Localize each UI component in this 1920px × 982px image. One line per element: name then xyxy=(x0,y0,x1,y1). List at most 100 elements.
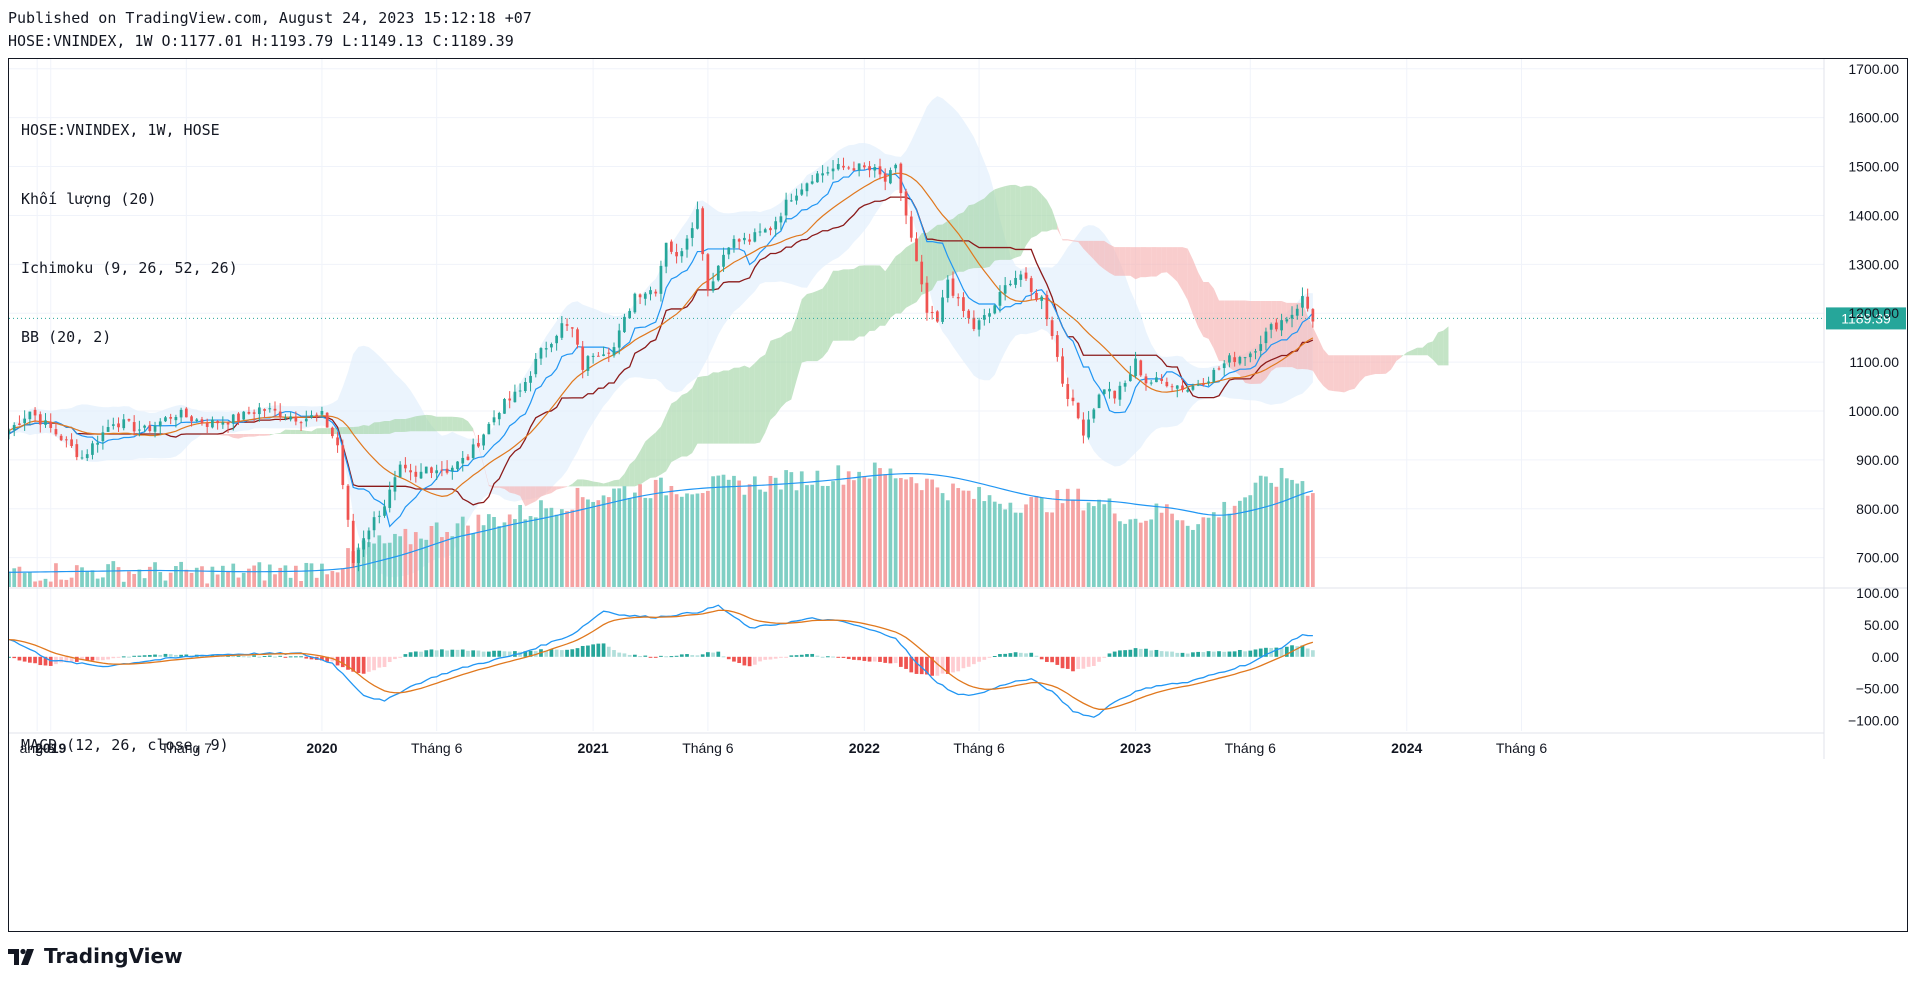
volume-bar xyxy=(283,565,288,587)
cloud-segment xyxy=(1026,185,1032,246)
volume-bar xyxy=(1107,498,1112,587)
volume-bar xyxy=(779,489,783,587)
macd-hist-bar xyxy=(293,656,298,658)
cloud-segment xyxy=(1187,248,1193,315)
volume-bar xyxy=(1164,504,1169,587)
volume-bar xyxy=(559,509,564,587)
cloud-segment xyxy=(843,269,849,341)
cloud-segment xyxy=(765,340,771,433)
cloud-segment xyxy=(1443,326,1449,366)
volume-bar xyxy=(627,498,632,587)
candle-body xyxy=(96,442,100,445)
candle-body xyxy=(1102,389,1106,395)
volume-bar xyxy=(247,568,251,587)
time-tick-label: 2021 xyxy=(578,740,609,756)
macd-hist-bar xyxy=(758,656,762,662)
candle-body xyxy=(304,418,308,422)
candle-body xyxy=(774,221,778,230)
cloud-segment xyxy=(316,428,322,435)
cloud-segment xyxy=(932,224,938,291)
candle-body xyxy=(565,324,569,326)
volume-bar xyxy=(1102,504,1107,587)
legend-bb[interactable]: BB (20, 2) xyxy=(21,328,112,346)
macd-hist-bar xyxy=(59,656,64,663)
volume-bar xyxy=(898,477,903,587)
volume-bar xyxy=(293,565,298,587)
volume-bar xyxy=(367,542,371,587)
macd-hist-bar xyxy=(930,656,935,676)
macd-hist-bar xyxy=(95,656,100,661)
macd-legend[interactable]: MACD (12, 26, close, 9) xyxy=(21,736,229,754)
cloud-segment xyxy=(1245,300,1251,384)
macd-hist-bar xyxy=(476,650,481,657)
candle-body xyxy=(1181,385,1184,390)
macd-hist-bar xyxy=(1024,653,1028,657)
macd-hist-bar xyxy=(763,656,768,660)
candle-body xyxy=(617,330,621,348)
candle-body xyxy=(388,489,392,508)
volume-bar xyxy=(163,580,168,587)
candle-body xyxy=(1285,319,1289,322)
cloud-segment xyxy=(822,281,828,358)
volume-bar xyxy=(1123,523,1127,587)
volume-bar xyxy=(481,525,486,587)
macd-hist-bar xyxy=(852,656,856,660)
candle-body xyxy=(711,281,715,291)
legend-ichimoku[interactable]: Ichimoku (9, 26, 52, 26) xyxy=(21,259,238,277)
candle-body xyxy=(930,311,934,313)
legend-symbol[interactable]: HOSE:VNINDEX, 1W, HOSE xyxy=(21,121,220,139)
candle-body xyxy=(487,423,491,435)
candle-body xyxy=(346,485,350,520)
price-tick-label: 700.00 xyxy=(1856,550,1899,566)
candle-body xyxy=(424,466,428,474)
volume-bar xyxy=(904,479,908,587)
price-tick-label: 1000.00 xyxy=(1848,403,1899,419)
candle-body xyxy=(956,297,960,299)
macd-hist-bar xyxy=(325,656,330,662)
price-chart[interactable]: 1189.39 1700.00 1600.00 1500.00 1400.00 1300.… xyxy=(9,59,1908,932)
candle-body xyxy=(732,238,736,248)
macd-hist-bar xyxy=(1300,645,1305,657)
time-tick-label: Tháng 6 xyxy=(682,740,734,756)
macd-hist-bar xyxy=(179,654,183,657)
cloud-segment xyxy=(368,422,375,435)
volume-bar xyxy=(1222,501,1227,587)
macd-hist-bar xyxy=(471,650,476,657)
cloud-segment xyxy=(634,451,641,487)
candle-body xyxy=(101,432,105,442)
macd-hist-bar xyxy=(664,656,669,658)
candle-body xyxy=(440,469,444,471)
volume-bar xyxy=(909,477,914,587)
macd-hist-bar xyxy=(1279,648,1284,657)
candle-body xyxy=(737,239,741,242)
candle-body xyxy=(325,412,329,428)
chart-frame[interactable]: 1189.39 1700.00 1600.00 1500.00 1400.00 1300.… xyxy=(8,58,1908,932)
macd-hist-bar xyxy=(711,652,715,657)
volume-bar xyxy=(1185,525,1190,587)
macd-hist-bar xyxy=(570,649,575,657)
cloud-segment xyxy=(1276,301,1282,368)
macd-hist-bar xyxy=(716,651,721,657)
time-tick-label: Tháng 7 xyxy=(161,740,213,756)
cloud-segment xyxy=(671,400,677,463)
macd-hist-bar xyxy=(398,656,403,658)
tradingview-logo[interactable]: TradingView xyxy=(8,944,183,968)
macd-hist-bar xyxy=(74,656,79,662)
macd-hist-bar xyxy=(919,656,924,675)
cloud-segment xyxy=(457,417,463,432)
candle-body xyxy=(988,313,991,317)
volume-bar xyxy=(194,567,199,587)
candle-body xyxy=(643,293,647,299)
macd-hist-bar xyxy=(909,656,914,673)
cloud-segment xyxy=(504,486,510,493)
price-tick-label: 1400.00 xyxy=(1848,207,1899,223)
legend-volume[interactable]: Khối lượng (20) xyxy=(21,190,157,208)
macd-tick-label: −100.00 xyxy=(1848,713,1899,729)
candle-body xyxy=(205,422,209,427)
candle-body xyxy=(555,335,558,344)
candle-body xyxy=(998,291,1002,306)
cloud-segment xyxy=(577,479,583,487)
candle-body xyxy=(847,167,851,169)
candle-body xyxy=(231,414,235,423)
candle-body xyxy=(795,195,798,201)
